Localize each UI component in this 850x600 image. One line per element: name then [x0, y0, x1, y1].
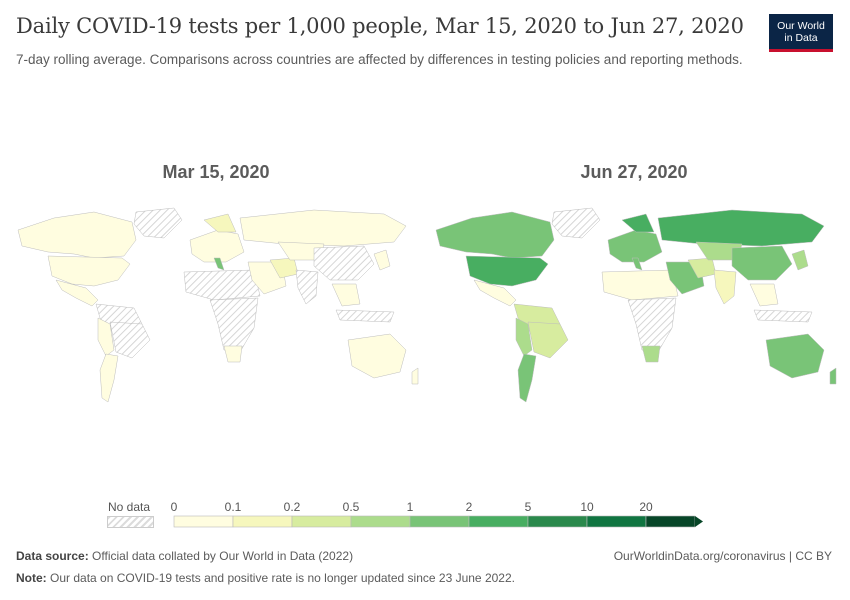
greenland [133, 207, 183, 239]
legend-tick-label: 1 [407, 500, 414, 514]
legend-arrow [695, 516, 703, 527]
russia [239, 209, 407, 247]
note: Note: Our data on COVID-19 tests and pos… [16, 571, 515, 585]
data-source-label: Data source: [16, 549, 89, 563]
southeast-asia [749, 283, 779, 307]
world-map-mar-15[interactable] [14, 200, 424, 410]
legend-tick-label: 0.2 [284, 500, 301, 514]
legend-bin[interactable] [291, 515, 352, 528]
argentina-chile [517, 353, 537, 403]
south-korea-japan [791, 249, 809, 271]
north-africa [183, 269, 261, 301]
italy [213, 257, 225, 271]
legend-tick-label: 2 [466, 500, 473, 514]
owid-logo[interactable]: Our World in Data [769, 14, 833, 52]
europe [607, 229, 663, 263]
canada-alaska [17, 211, 137, 259]
south-korea-japan [373, 249, 391, 271]
australia [347, 333, 407, 379]
new-zealand [829, 367, 837, 385]
indonesia [335, 309, 395, 323]
legend-bin[interactable] [645, 515, 696, 528]
logo-line-2: in Data [784, 32, 818, 44]
legend-tick-label: 0.1 [225, 500, 242, 514]
logo-line-1: Our World [777, 20, 825, 32]
india [295, 269, 319, 305]
brazil [109, 321, 151, 359]
australia [765, 333, 825, 379]
russia [657, 209, 825, 247]
mexico-central-america [473, 279, 517, 307]
india [713, 269, 737, 305]
legend-no-data-swatch [107, 516, 154, 528]
new-zealand [411, 367, 419, 385]
peru-bolivia [515, 317, 533, 357]
argentina-chile [99, 353, 119, 403]
map-date-left: Mar 15, 2020 [162, 162, 270, 182]
note-text: Our data on COVID-19 tests and positive … [50, 571, 515, 585]
data-source-text: Official data collated by Our World in D… [92, 549, 354, 563]
scandinavia [621, 213, 655, 233]
legend-bin[interactable] [527, 515, 588, 528]
italy [631, 257, 643, 271]
color-legend: 0 0.1 0.2 0.5 1 2 5 10 20 [171, 500, 703, 528]
africa-south [209, 297, 259, 353]
legend-bin[interactable] [409, 515, 470, 528]
legend-bin[interactable] [468, 515, 529, 528]
note-label: Note: [16, 571, 47, 585]
legend-tick-label: 10 [580, 500, 594, 514]
legend-tick-label: 20 [639, 500, 653, 514]
north-africa [601, 269, 679, 301]
world-map-jun-27[interactable] [432, 200, 842, 410]
legend-bin[interactable] [173, 515, 234, 528]
mexico-central-america [55, 279, 99, 307]
indonesia [753, 309, 813, 323]
canada-alaska [435, 211, 555, 259]
chart-subtitle: 7-day rolling average. Comparisons acros… [16, 52, 743, 67]
legend-bin[interactable] [586, 515, 647, 528]
south-africa [641, 345, 661, 363]
legend-tick-label: 5 [525, 500, 532, 514]
legend-bin[interactable] [232, 515, 293, 528]
peru-bolivia [97, 317, 115, 357]
brazil [527, 321, 569, 359]
scandinavia [203, 213, 237, 233]
europe [189, 229, 245, 263]
usa [47, 255, 131, 287]
legend-tick-label: 0.5 [343, 500, 360, 514]
legend-bin[interactable] [350, 515, 411, 528]
chart-title: Daily COVID-19 tests per 1,000 people, M… [16, 14, 744, 38]
map-date-right: Jun 27, 2020 [580, 162, 688, 182]
africa-south [627, 297, 677, 353]
china [731, 245, 793, 281]
south-africa [223, 345, 243, 363]
source-link[interactable]: OurWorldinData.org/coronavirus | CC BY [613, 549, 832, 563]
southeast-asia [331, 283, 361, 307]
data-source: Data source: Official data collated by O… [16, 549, 353, 563]
greenland [551, 207, 601, 239]
legend-tick-label: 0 [171, 500, 178, 514]
china [313, 245, 375, 281]
legend-no-data-label: No data [108, 500, 151, 514]
usa [465, 255, 549, 287]
